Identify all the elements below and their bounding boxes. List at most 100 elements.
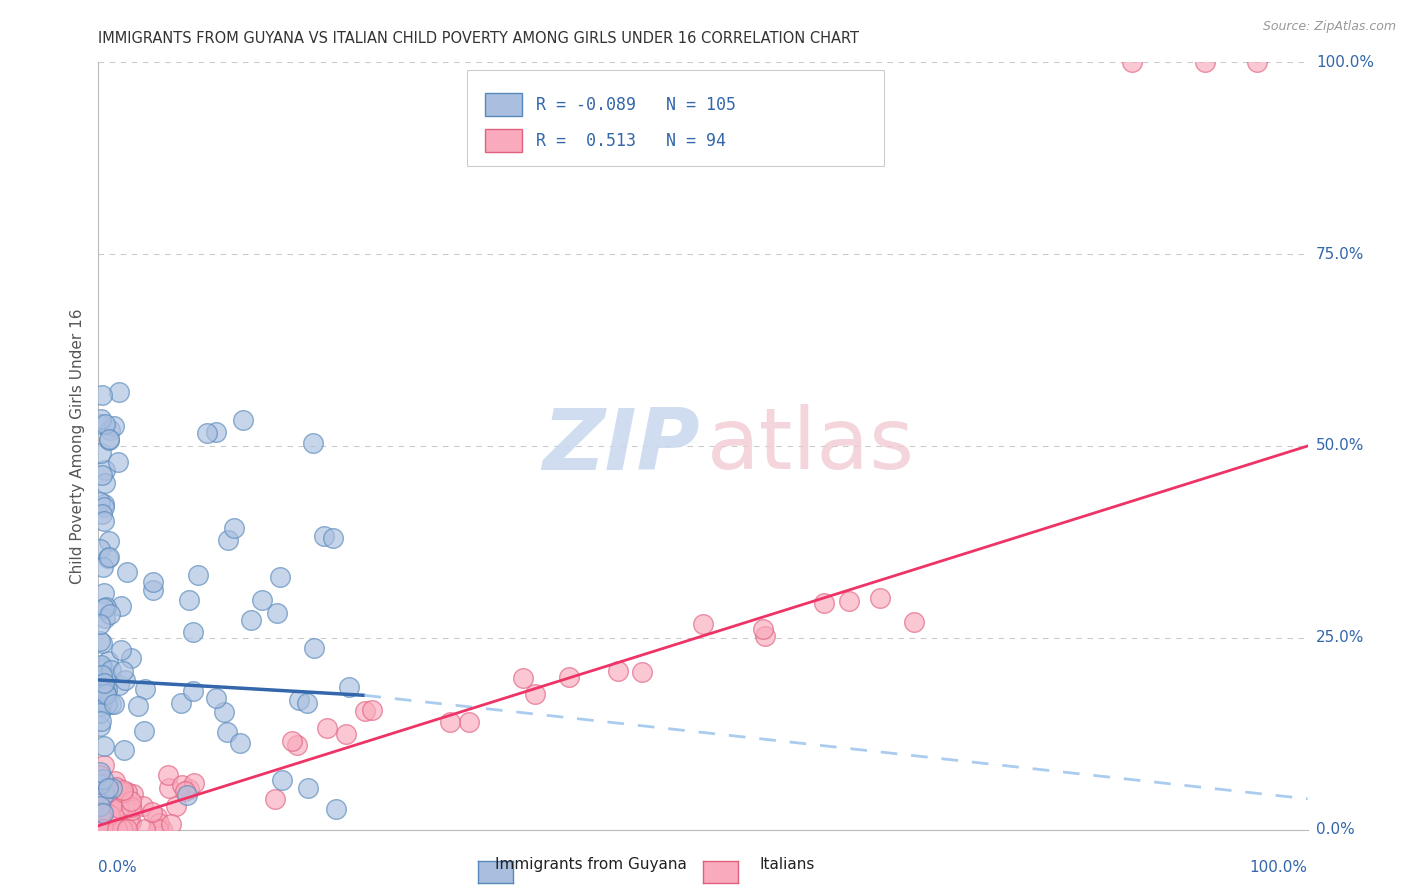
Point: [93, 739, 115, 754]
Point: [90, 667, 112, 681]
Point: [100, 822, 122, 836]
Point: [89, 542, 111, 557]
FancyBboxPatch shape: [467, 70, 884, 166]
Point: [104, 774, 127, 789]
Point: [103, 698, 125, 712]
Point: [93, 685, 115, 699]
Point: [217, 725, 239, 739]
Point: [301, 436, 323, 450]
Text: 25.0%: 25.0%: [1316, 631, 1364, 645]
Point: [159, 817, 181, 831]
Point: [110, 643, 132, 657]
Point: [187, 567, 209, 582]
Point: [93, 601, 115, 615]
Text: ZIP: ZIP: [541, 404, 699, 488]
Point: [558, 670, 581, 684]
Point: [1194, 55, 1216, 70]
Point: [692, 617, 714, 632]
Point: [228, 736, 250, 750]
Point: [354, 704, 377, 718]
Point: [266, 606, 288, 620]
Point: [91, 559, 114, 574]
Point: [104, 815, 127, 830]
Point: [176, 788, 198, 802]
Point: [183, 776, 205, 790]
Point: [105, 822, 128, 836]
Point: [94, 822, 117, 836]
Point: [120, 814, 142, 829]
Text: 75.0%: 75.0%: [1316, 247, 1364, 261]
Point: [93, 417, 115, 432]
Point: [93, 822, 115, 836]
Point: [94, 687, 117, 701]
Point: [112, 743, 135, 757]
Point: [302, 640, 325, 655]
Point: [297, 696, 319, 710]
Point: [114, 673, 136, 687]
Point: [214, 705, 236, 719]
Point: [97, 781, 120, 796]
Point: [264, 792, 287, 806]
Text: Immigrants from Guyana: Immigrants from Guyana: [495, 857, 686, 872]
Point: [134, 822, 156, 836]
Point: [90, 446, 112, 460]
Point: [91, 636, 114, 650]
Point: [361, 703, 384, 717]
Point: [93, 514, 115, 528]
Point: [91, 822, 114, 836]
Point: [120, 794, 142, 808]
Point: [439, 714, 461, 729]
Point: [90, 789, 112, 804]
Point: [100, 663, 122, 677]
Text: atlas: atlas: [707, 404, 915, 488]
Point: [606, 664, 628, 678]
Point: [111, 822, 134, 836]
Point: [122, 787, 145, 801]
Point: [91, 772, 114, 786]
Point: [90, 822, 112, 836]
Point: [148, 816, 170, 830]
Text: IMMIGRANTS FROM GUYANA VS ITALIAN CHILD POVERTY AMONG GIRLS UNDER 16 CORRELATION: IMMIGRANTS FROM GUYANA VS ITALIAN CHILD …: [98, 31, 859, 46]
Text: Italians: Italians: [759, 857, 815, 872]
Point: [90, 822, 112, 836]
Point: [100, 697, 122, 711]
Point: [101, 781, 124, 796]
Point: [93, 758, 115, 772]
Point: [96, 698, 118, 712]
Point: [107, 385, 129, 400]
Point: [335, 727, 357, 741]
Point: [322, 531, 344, 545]
Point: [93, 585, 115, 599]
Text: Source: ZipAtlas.com: Source: ZipAtlas.com: [1263, 20, 1396, 33]
Point: [93, 500, 115, 514]
Point: [752, 622, 775, 636]
Point: [111, 788, 134, 802]
Point: [157, 780, 180, 795]
Point: [89, 822, 111, 836]
Point: [205, 425, 228, 439]
Point: [89, 822, 111, 836]
Point: [813, 596, 835, 610]
Point: [232, 413, 254, 427]
Point: [269, 570, 291, 584]
Point: [315, 721, 337, 735]
Point: [89, 798, 111, 813]
Point: [89, 417, 111, 432]
Point: [89, 719, 111, 733]
Point: [121, 803, 143, 817]
Point: [754, 629, 776, 643]
Point: [97, 550, 120, 565]
Point: [91, 822, 114, 836]
Point: [91, 507, 114, 521]
Point: [512, 671, 534, 685]
Y-axis label: Child Poverty Among Girls Under 16: Child Poverty Among Girls Under 16: [69, 309, 84, 583]
Point: [314, 529, 336, 543]
Text: 0.0%: 0.0%: [98, 860, 138, 875]
Point: [111, 783, 134, 797]
Point: [89, 777, 111, 791]
Point: [134, 682, 156, 697]
Point: [90, 657, 112, 672]
Point: [97, 822, 120, 836]
Point: [89, 765, 111, 780]
Point: [93, 610, 115, 624]
